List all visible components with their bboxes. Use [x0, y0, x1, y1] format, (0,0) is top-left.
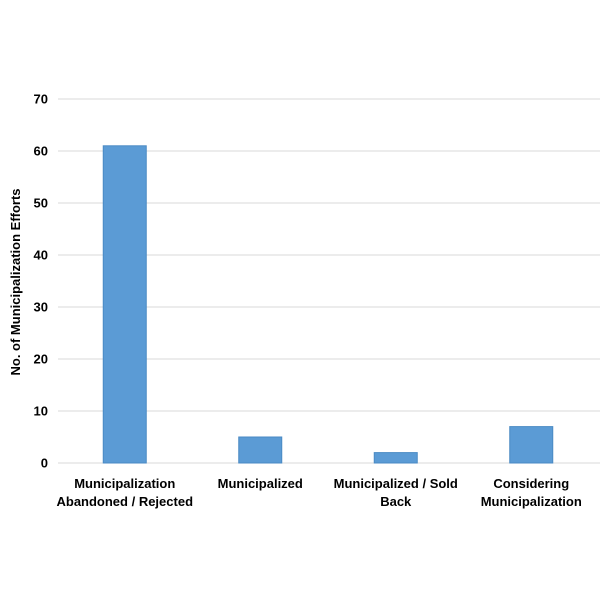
x-tick-label: Municipalization Abandoned / Rejected — [56, 476, 193, 509]
y-tick-label: 10 — [34, 404, 48, 419]
y-tick-label: 70 — [34, 92, 48, 107]
x-tick-labels: Municipalization Abandoned / RejectedMuni… — [56, 476, 581, 509]
y-tick-label: 60 — [34, 144, 48, 159]
x-tick-label-line: Municipalized / Sold — [334, 476, 458, 491]
bar — [509, 426, 554, 464]
x-tick-label-line: Municipalization — [481, 494, 582, 509]
x-tick-label-line: Municipalized — [218, 476, 303, 491]
x-tick-label: Municipalized — [218, 476, 303, 491]
y-tick-label: 0 — [41, 456, 48, 471]
bar — [102, 145, 147, 464]
y-tick-labels: 0 10 20 30 40 50 60 70 — [34, 92, 48, 471]
y-tick-label: 20 — [34, 352, 48, 367]
bar — [238, 436, 283, 464]
y-tick-label: 50 — [34, 196, 48, 211]
x-tick-label-line: Considering — [493, 476, 569, 491]
x-tick-label: Municipalized / Sold Back — [334, 476, 458, 509]
y-tick-label: 40 — [34, 248, 48, 263]
y-axis-title: No. of Municipalization Efforts — [8, 188, 23, 375]
bars — [102, 145, 554, 464]
x-tick-label: Considering Municipalization — [481, 476, 582, 509]
y-tick-label: 30 — [34, 300, 48, 315]
x-tick-label-line: Municipalization — [74, 476, 175, 491]
x-tick-label-line: Abandoned / Rejected — [56, 494, 193, 509]
x-tick-label-line: Back — [380, 494, 412, 509]
bar — [373, 452, 418, 464]
gridlines — [58, 98, 600, 464]
